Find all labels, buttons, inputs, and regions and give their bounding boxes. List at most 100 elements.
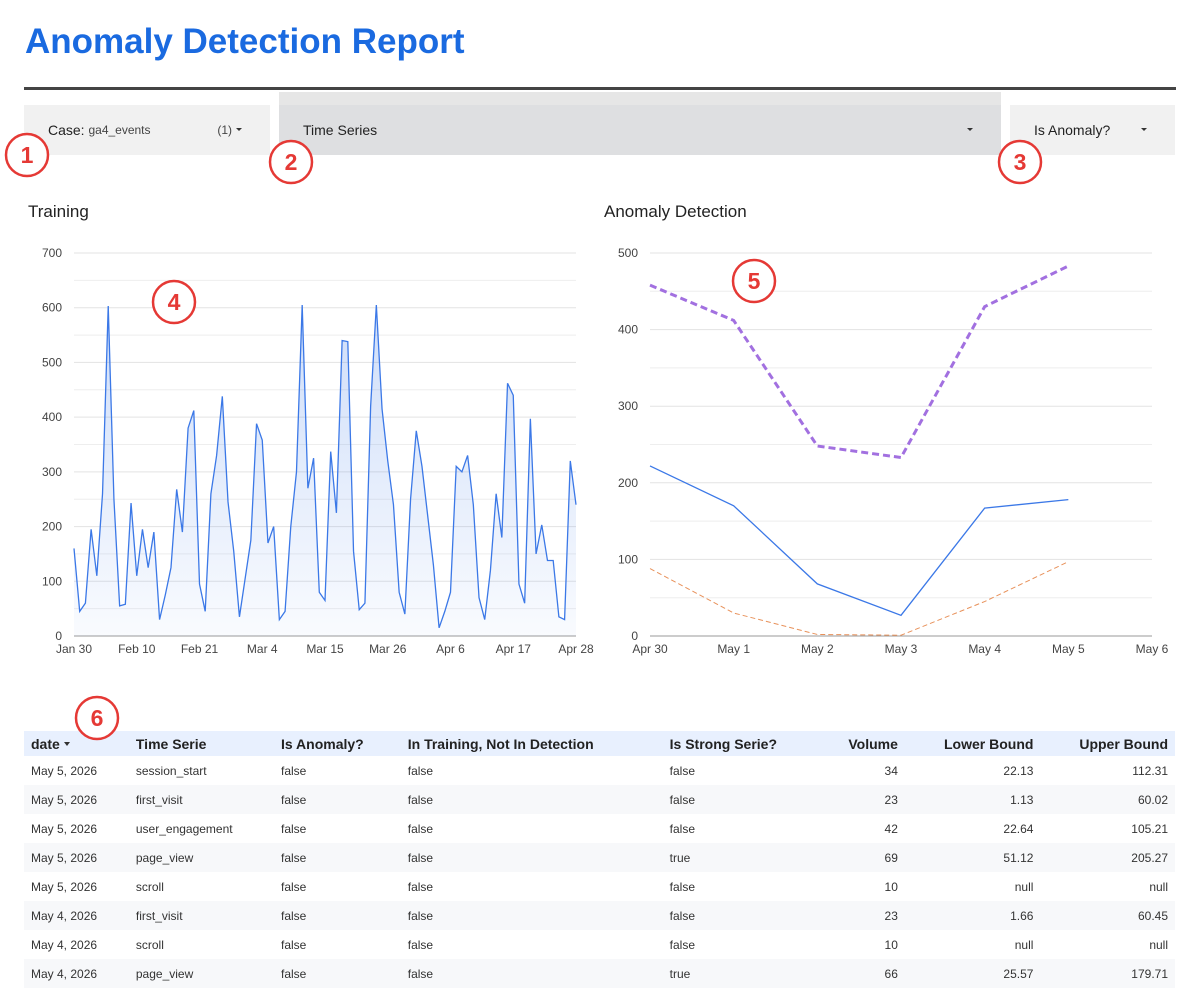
- filter-value: ga4_events: [88, 123, 151, 137]
- table-cell: page_view: [128, 959, 274, 988]
- x-tick-label: Feb 10: [118, 642, 156, 656]
- table-cell: null: [1149, 879, 1168, 894]
- table-cell: null: [1149, 937, 1168, 952]
- table-cell: 23: [821, 785, 905, 814]
- table-cell: first_visit: [128, 785, 274, 814]
- filter-label: Case:: [48, 122, 85, 138]
- table-cell: false: [407, 763, 434, 778]
- table-cell: true: [662, 959, 822, 988]
- x-tick-label: Mar 4: [247, 642, 278, 656]
- case-filter[interactable]: Case: ga4_events (1): [24, 105, 270, 155]
- table-cell: false: [662, 901, 822, 930]
- table-cell: 66: [821, 959, 905, 988]
- table-cell: false: [280, 937, 307, 952]
- table-cell: 34: [884, 763, 898, 778]
- line: [73, 304, 577, 629]
- y-tick-label: 400: [42, 410, 62, 424]
- x-tick-label: Mar 26: [369, 642, 407, 656]
- x-tick-label: Apr 28: [558, 642, 594, 656]
- data-table: date Time Serie Is Anomaly? In Training, No…: [24, 731, 1175, 988]
- table-cell: 60.45: [1040, 901, 1175, 930]
- table-cell: May 5, 2026: [24, 843, 129, 872]
- x-tick-label: May 3: [885, 642, 918, 656]
- x-tick-label: Mar 15: [306, 642, 344, 656]
- annotation-label: 4: [168, 289, 181, 315]
- divider: [24, 87, 1176, 90]
- y-tick-label: 200: [42, 520, 62, 534]
- table-cell: May 4, 2026: [31, 937, 98, 952]
- table-cell: false: [400, 901, 663, 930]
- filter-label: Time Series: [303, 122, 378, 138]
- y-tick-label: 100: [42, 574, 62, 588]
- chart-title: Anomaly Detection: [604, 202, 747, 221]
- table-cell: false: [273, 785, 401, 814]
- header-text: In Training, Not In Detection: [407, 735, 594, 752]
- column-header: Upper Bound: [1040, 731, 1175, 756]
- table-cell: 25.57: [904, 959, 1041, 988]
- table-cell: false: [669, 879, 696, 894]
- x-tick-label: Apr 17: [496, 642, 532, 656]
- y-tick-label: 500: [42, 355, 62, 369]
- table-cell: 10: [884, 937, 898, 952]
- table-cell: true: [662, 843, 822, 872]
- table-cell: May 4, 2026: [24, 959, 129, 988]
- x-tick-label: Feb 21: [181, 642, 219, 656]
- table-cell: May 5, 2026: [31, 879, 98, 894]
- table-cell: false: [407, 937, 434, 952]
- line: [649, 264, 1069, 460]
- x-tick-label: Jan 30: [56, 642, 92, 656]
- table-cell: null: [1014, 879, 1034, 894]
- annotation-circle: [151, 279, 197, 325]
- line: [649, 465, 1069, 617]
- table-cell: 22.64: [1003, 821, 1034, 836]
- caret: [967, 128, 973, 131]
- table-cell: false: [669, 821, 696, 836]
- table-cell: false: [407, 879, 434, 894]
- report-title: Anomaly Detection Report: [25, 22, 465, 61]
- filter-count: (1): [217, 123, 232, 137]
- y-tick-label: 600: [42, 301, 62, 315]
- anomaly-filter[interactable]: Is Anomaly?: [1010, 105, 1175, 155]
- table-cell: false: [400, 843, 663, 872]
- table-cell: false: [273, 901, 401, 930]
- table-cell: 1.13: [904, 785, 1041, 814]
- table-cell: 42: [884, 821, 898, 836]
- filter-label: Is Anomaly?: [1034, 122, 1111, 138]
- table-cell: May 5, 2026: [31, 821, 98, 836]
- table-cell: scroll: [135, 937, 164, 952]
- table-cell: user_engagement: [135, 821, 233, 836]
- column-header: Lower Bound: [904, 731, 1041, 756]
- table-cell: false: [280, 821, 307, 836]
- table-cell: page_view: [128, 843, 274, 872]
- table-cell: 205.27: [1040, 843, 1175, 872]
- y-tick-label: 100: [618, 552, 638, 566]
- column-header[interactable]: date: [24, 731, 129, 756]
- column-header: Is Strong Serie?: [662, 731, 822, 756]
- caret: [236, 128, 242, 131]
- line: [649, 561, 1069, 636]
- table-cell: false: [662, 785, 822, 814]
- x-tick-label: May 5: [1052, 642, 1085, 656]
- table-cell: 1.66: [904, 901, 1041, 930]
- table-cell: false: [400, 785, 663, 814]
- table-cell: first_visit: [128, 901, 274, 930]
- annotation-label: 5: [748, 268, 761, 294]
- y-tick-label: 400: [618, 323, 638, 337]
- column-header: Is Anomaly?: [273, 731, 401, 756]
- table-cell: 51.12: [904, 843, 1041, 872]
- table-cell: false: [400, 959, 663, 988]
- y-tick-label: 0: [631, 629, 638, 643]
- caret: [1141, 128, 1147, 131]
- table-cell: 22.13: [1003, 763, 1034, 778]
- header-text: Lower Bound: [944, 735, 1034, 752]
- y-tick-label: 500: [618, 246, 638, 260]
- area: [74, 304, 576, 636]
- column-header: Volume: [821, 731, 905, 756]
- header-text: Is Strong Serie?: [669, 735, 778, 752]
- filter-tab: [279, 92, 1001, 105]
- annotation-label: 6: [91, 705, 104, 731]
- column-header: In Training, Not In Detection: [400, 731, 663, 756]
- table-cell: false: [280, 879, 307, 894]
- time-series-filter[interactable]: Time Series: [279, 105, 1001, 155]
